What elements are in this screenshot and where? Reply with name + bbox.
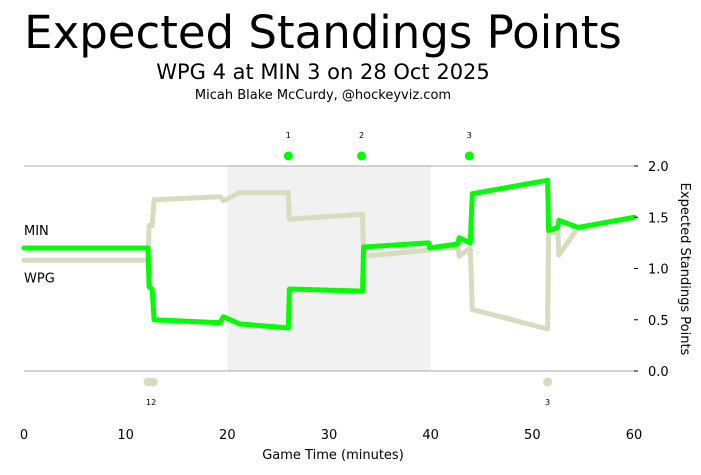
- x-tick-label: 60: [626, 428, 643, 443]
- x-tick-label: 20: [219, 428, 236, 443]
- y-tick-label: 0.5: [648, 314, 669, 329]
- y-tick-label: 1.5: [648, 211, 669, 226]
- y-axis-label: Expected Standings Points: [677, 183, 692, 356]
- chart-subtitle: WPG 4 at MIN 3 on 28 Oct 2025: [156, 60, 490, 84]
- series-line-min: [21, 177, 637, 331]
- chart-credit: Micah Blake McCurdy, @hockeyviz.com: [195, 88, 451, 103]
- x-axis-label: Game Time (minutes): [262, 448, 404, 463]
- goal-number-label: 12: [146, 398, 156, 407]
- goal-number-label: 1: [286, 131, 291, 140]
- y-tick-label: 2.0: [648, 160, 669, 175]
- goal-marker-top: [283, 151, 293, 161]
- y-tick-label: 0.0: [648, 365, 669, 380]
- goal-marker-bottom: [543, 377, 553, 387]
- goal-number-label: 3: [467, 131, 472, 140]
- goal-marker-bottom: [148, 377, 158, 387]
- series-label-min: MIN: [24, 224, 49, 239]
- goal-number-label: 3: [545, 398, 550, 407]
- goal-marker-top: [464, 151, 474, 161]
- x-tick-label: 10: [117, 428, 134, 443]
- series-label-wpg: WPG: [24, 271, 55, 286]
- shaded-period: [227, 166, 431, 371]
- goal-marker-top: [357, 151, 367, 161]
- y-tick-label: 1.0: [648, 263, 669, 278]
- x-tick-label: 30: [321, 428, 338, 443]
- chart-title: Expected Standings Points: [24, 6, 622, 59]
- x-tick-label: 0: [20, 428, 28, 443]
- x-tick-label: 50: [524, 428, 541, 443]
- x-tick-label: 40: [422, 428, 439, 443]
- goal-number-label: 2: [359, 131, 364, 140]
